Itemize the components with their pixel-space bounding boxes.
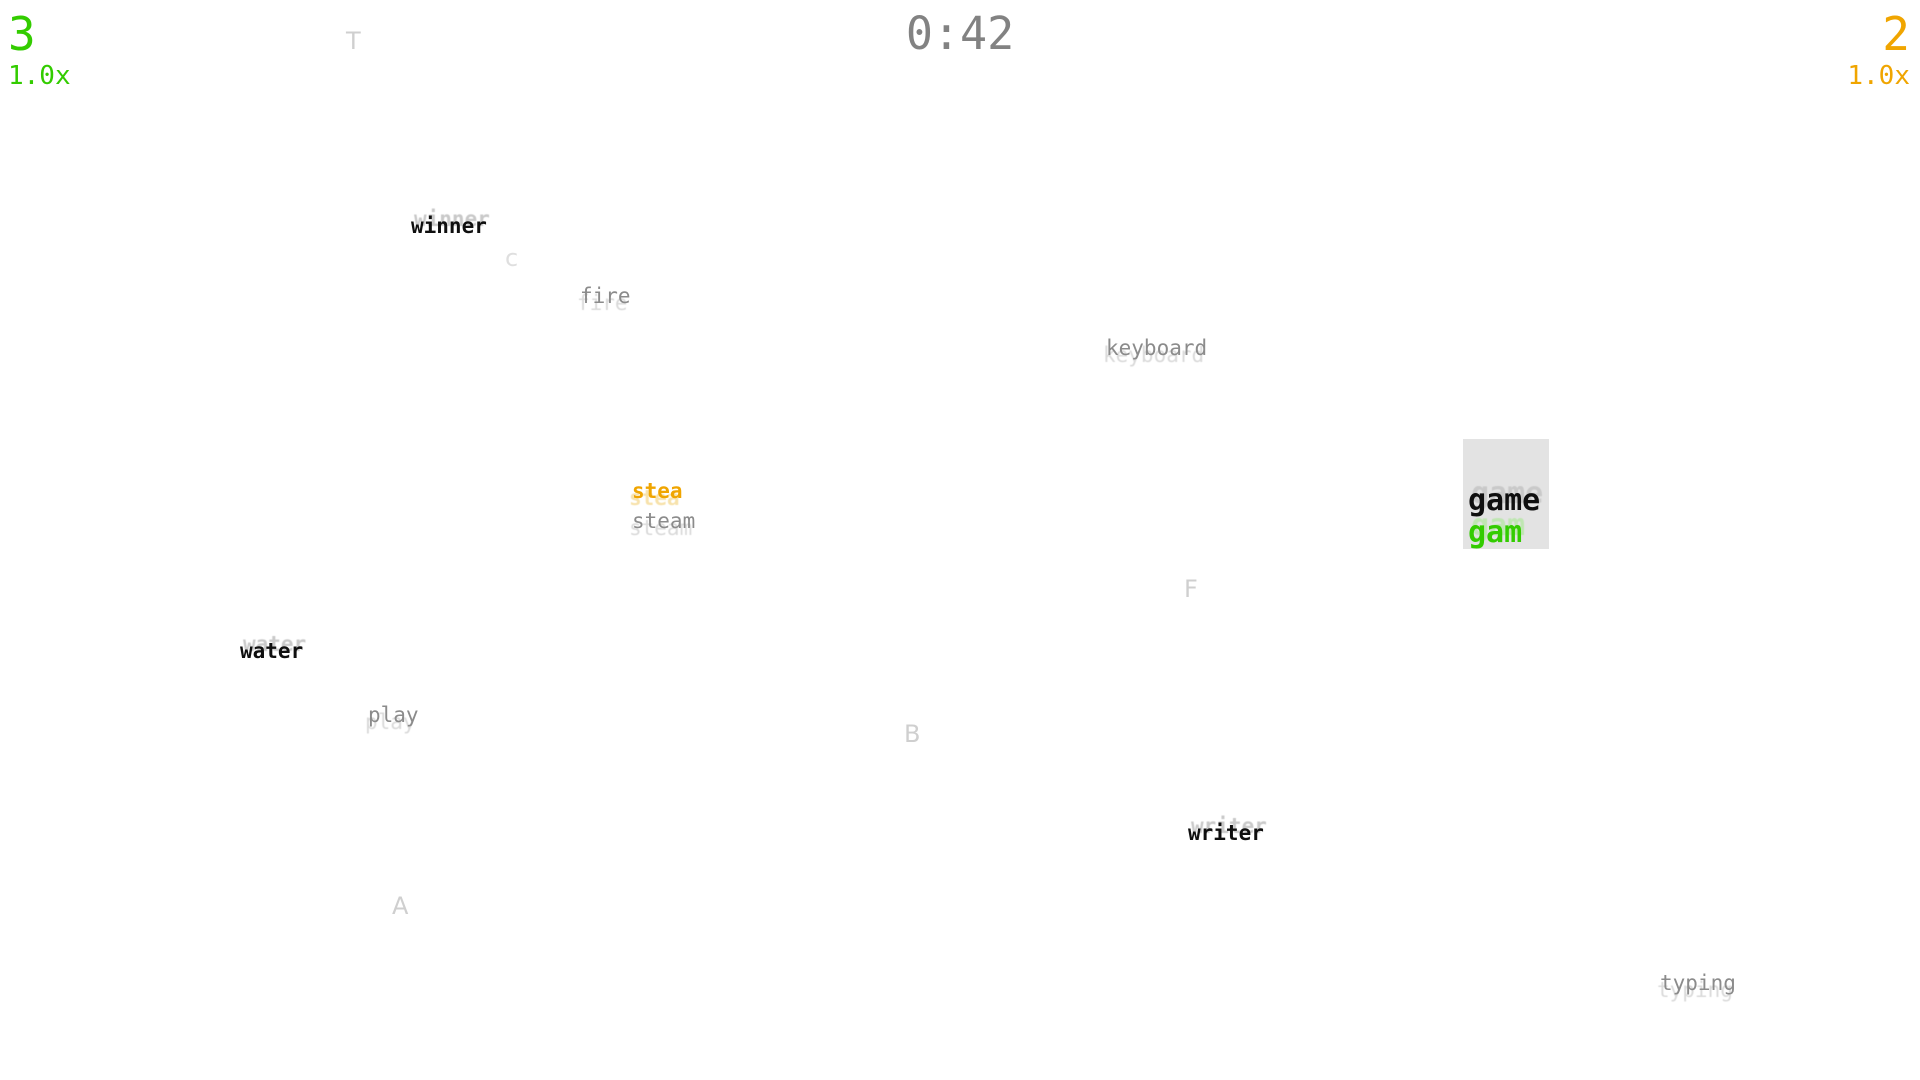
word-typing[interactable]: typing — [1660, 971, 1736, 995]
word-play[interactable]: play — [368, 703, 419, 727]
word-steam-typed-progress: stea — [632, 479, 683, 503]
word-keyboard[interactable]: keyboard — [1106, 336, 1208, 360]
word-winner[interactable]: winner — [411, 214, 487, 238]
player-left-score: 3 — [8, 7, 36, 61]
word-game-typed-progress: gam — [1468, 515, 1523, 550]
word-steam[interactable]: steam — [632, 509, 696, 533]
falling-letter-f: F — [1184, 575, 1198, 603]
word-fire[interactable]: fire — [580, 284, 631, 308]
player-right-score: 2 — [1882, 7, 1910, 61]
falling-letter-a: A — [392, 892, 409, 920]
word-game[interactable]: game — [1468, 483, 1541, 518]
player-left-multiplier: 1.0x — [8, 61, 71, 91]
word-water[interactable]: water — [240, 639, 304, 663]
falling-letter-b: B — [904, 720, 921, 748]
word-writer[interactable]: writer — [1188, 821, 1264, 845]
falling-letter-t: T — [346, 27, 361, 55]
falling-letter-c: c — [505, 244, 519, 272]
player-right-multiplier: 1.0x — [1847, 61, 1910, 91]
game-timer: 0:42 — [905, 7, 1015, 60]
word-game-highlight-box — [1463, 439, 1549, 549]
